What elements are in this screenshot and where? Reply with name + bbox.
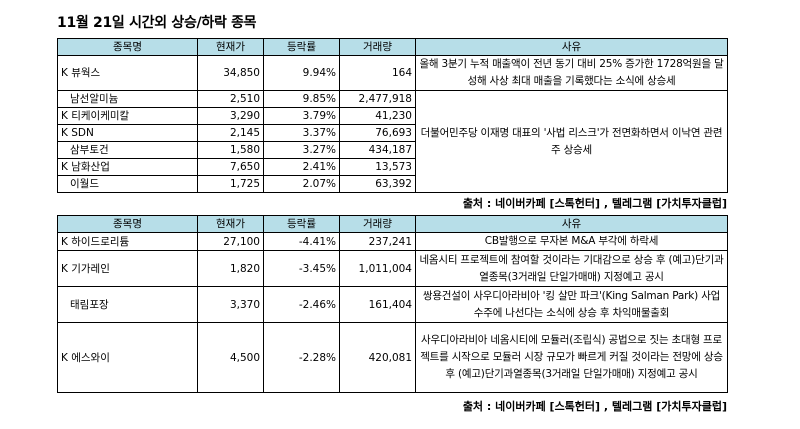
stock-price: 3,370 [197,286,264,323]
table-header-row: 종목명 현재가 등락률 거래량 사유 [57,215,728,233]
stock-name: K 남화산업 [57,158,198,176]
stock-change: 9.85% [263,90,340,108]
rising-stocks-table: 종목명 현재가 등락률 거래량 사유 K 뷰웍스 34,850 9.94% 16… [57,38,728,193]
stock-volume: 63,392 [339,175,416,193]
stock-change: 2.07% [263,175,340,193]
table-row: 남선알미늄 2,510 9.85% 2,477,918 더불어민주당 이재명 대… [57,90,728,193]
header-name: 종목명 [57,38,198,56]
header-change: 등락률 [263,215,340,233]
stock-change: -3.45% [263,250,340,287]
stock-price: 2,145 [197,124,264,142]
stock-name: 태림포장 [57,286,198,323]
stock-price: 1,725 [197,175,264,193]
stock-price: 2,510 [197,90,264,108]
stock-price: 3,290 [197,107,264,125]
stock-name: K 기가레인 [57,250,198,287]
stock-change: 3.27% [263,141,340,159]
stock-change: 3.37% [263,124,340,142]
stock-name: 남선알미늄 [57,90,198,108]
header-price: 현재가 [197,215,264,233]
stock-reason: 올해 3분기 누적 매출액이 전년 동기 대비 25% 증가한 1728억원을 … [415,55,728,91]
table-header-row: 종목명 현재가 등락률 거래량 사유 [57,38,728,56]
stock-change: 2.41% [263,158,340,176]
table-row: K 에스와이 4,500 -2.28% 420,081 사우디아라비아 네옴시티… [57,322,728,393]
stock-change: -2.28% [263,322,340,393]
stock-volume: 161,404 [339,286,416,323]
stock-name: K 뷰웍스 [57,55,198,91]
source-note: 출처 : 네이버카페 [스톡헌터] , 텔레그램 [가치투자클럽] [462,400,727,413]
stock-reason: 쌍용건설이 사우디아라비아 '킹 살만 파크'(King Salman Park… [415,286,728,323]
header-volume: 거래량 [339,215,416,233]
header-volume: 거래량 [339,38,416,56]
stock-reason: CB발행으로 무자본 M&A 부각에 하락세 [415,232,728,251]
stock-price: 27,100 [197,232,264,251]
stock-volume: 1,011,004 [339,250,416,287]
stock-name: K SDN [57,124,198,142]
stock-name: K 에스와이 [57,322,198,393]
stock-volume: 2,477,918 [339,90,416,108]
stock-price: 7,650 [197,158,264,176]
header-reason: 사유 [415,215,728,233]
stock-change: -4.41% [263,232,340,251]
stock-price: 4,500 [197,322,264,393]
header-change: 등락률 [263,38,340,56]
stock-change: 3.79% [263,107,340,125]
stock-reason: 더불어민주당 이재명 대표의 '사법 리스크'가 전면화하면서 이낙연 관련주 … [415,90,728,193]
source-note: 출처 : 네이버카페 [스톡헌터] , 텔레그램 [가치투자클럽] [462,197,727,210]
header-name: 종목명 [57,215,198,233]
stock-reason: 사우디아라비아 네옴시티에 모듈러(조립식) 공법으로 짓는 초대형 프로젝트를… [415,322,728,393]
stock-volume: 164 [339,55,416,91]
stock-price: 34,850 [197,55,264,91]
stock-name: 삼부토건 [57,141,198,159]
stock-price: 1,820 [197,250,264,287]
stock-change: 9.94% [263,55,340,91]
header-price: 현재가 [197,38,264,56]
stock-price: 1,580 [197,141,264,159]
stock-volume: 76,693 [339,124,416,142]
falling-stocks-table: 종목명 현재가 등락률 거래량 사유 K 하이드로리튬 27,100 -4.41… [57,215,728,393]
table-row: K 기가레인 1,820 -3.45% 1,011,004 네옴시티 프로젝트에… [57,250,728,287]
table-row: 삼부토건 1,580 3.27% 434,187 [57,141,728,159]
stock-name: K 티케이케미칼 [57,107,198,125]
stock-reason: 네옴시티 프로젝트에 참여할 것이라는 기대감으로 상승 후 (예고)단기과열종… [415,250,728,287]
table-row: K 하이드로리튬 27,100 -4.41% 237,241 CB발행으로 무자… [57,232,728,251]
stock-change: -2.46% [263,286,340,323]
stock-volume: 237,241 [339,232,416,251]
table-row: 태림포장 3,370 -2.46% 161,404 쌍용건설이 사우디아라비아 … [57,286,728,323]
stock-name: K 하이드로리튬 [57,232,198,251]
table-row: 이월드 1,725 2.07% 63,392 [57,175,728,193]
stock-volume: 41,230 [339,107,416,125]
stock-name: 이월드 [57,175,198,193]
page-title: 11월 21일 시간외 상승/하락 종목 [57,15,257,31]
table-row: K 남화산업 7,650 2.41% 13,573 [57,158,728,176]
header-reason: 사유 [415,38,728,56]
table-row: K 뷰웍스 34,850 9.94% 164 올해 3분기 누적 매출액이 전년… [57,55,728,91]
stock-volume: 13,573 [339,158,416,176]
stock-volume: 434,187 [339,141,416,159]
stock-volume: 420,081 [339,322,416,393]
